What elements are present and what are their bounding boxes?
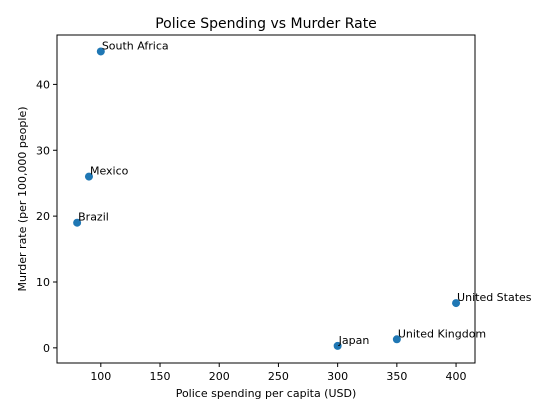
scatter-point: [333, 341, 342, 350]
x-tick-label: 250: [268, 370, 289, 383]
y-tick-label: 20: [36, 210, 50, 223]
y-tick-label: 30: [36, 144, 50, 157]
point-label: United Kingdom: [398, 327, 486, 340]
scatter-point: [96, 47, 105, 56]
x-tick-label: 200: [209, 370, 230, 383]
point-label: United States: [457, 291, 532, 304]
y-axis-ticks: 0 10 20 30 40: [36, 78, 57, 355]
point-label: South Africa: [102, 39, 169, 52]
x-tick-label: 100: [90, 370, 111, 383]
x-tick-label: 150: [150, 370, 171, 383]
y-axis-label: Murder rate (per 100,000 people): [16, 106, 29, 291]
scatter-point: [73, 218, 82, 227]
x-tick-label: 400: [446, 370, 467, 383]
y-tick-label: 10: [36, 276, 50, 289]
x-tick-label: 350: [386, 370, 407, 383]
point-label: Mexico: [90, 165, 129, 178]
y-tick-label: 0: [43, 342, 50, 355]
y-tick-label: 40: [36, 78, 50, 91]
plot-area: [56, 34, 476, 364]
scatter-point: [84, 172, 93, 181]
data-points: South Africa Mexico Brazil United States Uni…: [73, 39, 532, 350]
scatter-point: [452, 299, 461, 308]
chart-title: Police Spending vs Murder Rate: [155, 16, 377, 32]
x-axis-label: Police spending per capita (USD): [176, 387, 357, 400]
scatter-point: [392, 335, 401, 344]
x-axis-ticks: 100 150 200 250 300 350 400: [90, 363, 467, 383]
point-label: Brazil: [78, 211, 109, 224]
point-label: Japan: [338, 334, 370, 347]
x-tick-label: 300: [327, 370, 348, 383]
